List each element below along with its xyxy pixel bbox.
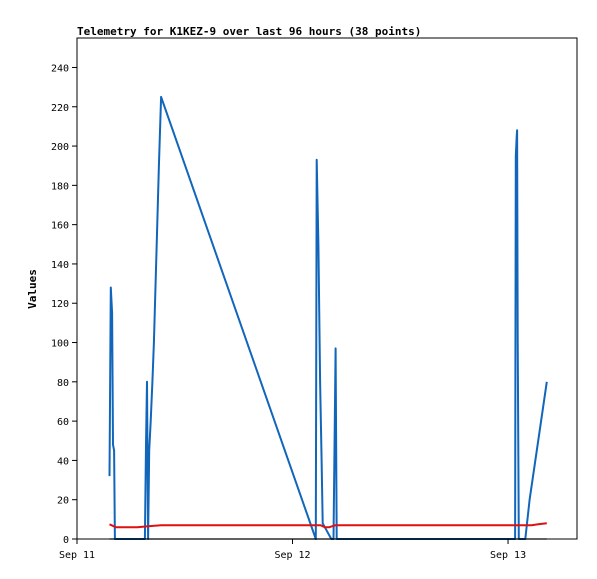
x-tick-label: Sep 13	[490, 550, 526, 561]
y-tick-label: 160	[51, 221, 69, 232]
y-tick-label: 200	[51, 142, 69, 153]
x-axis: Sep 11 Sep 12 Sep 13	[59, 539, 526, 561]
y-tick-label: 240	[51, 63, 69, 74]
series-2-line	[109, 522, 547, 529]
chart-title: Telemetry for K1KEZ-9 over last 96 hours…	[77, 25, 421, 38]
y-tick-label: 20	[57, 496, 69, 507]
series-1-line	[108, 95, 548, 540]
y-tick-label: 100	[51, 339, 69, 350]
y-tick-label: 40	[57, 456, 69, 467]
y-axis: 0 20 40 60 80 100 120 140 160 180 200 220 240	[51, 63, 77, 546]
x-tick-label: Sep 11	[59, 550, 95, 561]
series-layer	[108, 95, 548, 540]
x-tick-label: Sep 12	[274, 550, 310, 561]
y-tick-label: 120	[51, 299, 69, 310]
plot-area	[76, 37, 578, 540]
y-tick-label: 0	[63, 535, 69, 546]
y-tick-label: 220	[51, 103, 69, 114]
y-tick-label: 180	[51, 181, 69, 192]
y-tick-label: 60	[57, 417, 69, 428]
y-axis-label: Values	[26, 269, 39, 309]
y-tick-label: 80	[57, 378, 69, 389]
y-tick-label: 140	[51, 260, 69, 271]
